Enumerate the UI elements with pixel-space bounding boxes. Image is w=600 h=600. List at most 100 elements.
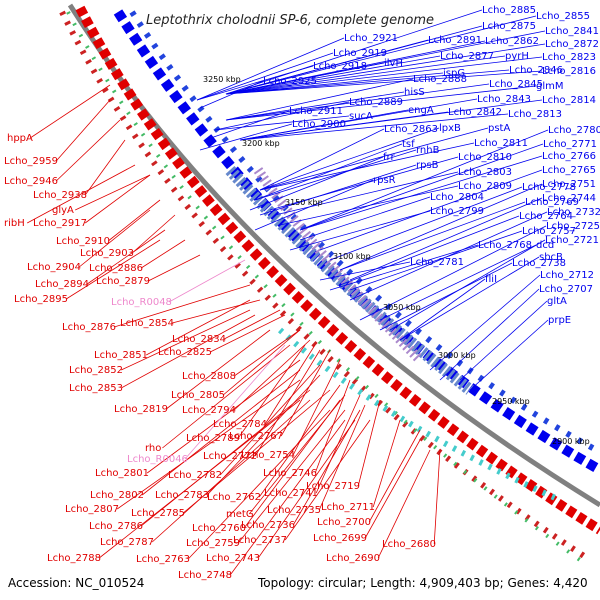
rna-gene-label: Lcho_R0048: [111, 297, 172, 308]
blue-leader-line: [329, 186, 523, 261]
forward-gene-label: Lcho_2862: [485, 36, 539, 47]
reverse-gene-label: Lcho_2801: [95, 468, 149, 479]
red-leader-line: [224, 309, 281, 340]
red-leader-line: [210, 314, 286, 353]
forward-gene-label: rpsR: [373, 175, 396, 186]
forward-gene-label: tsf: [402, 139, 415, 150]
blue-leader-line: [339, 201, 526, 271]
reverse-gene-label: Lcho_2736: [241, 520, 295, 531]
blue-leader-line: [225, 62, 385, 95]
blue-leader-line: [359, 225, 547, 321]
rna-gene-labels: Lcho_R0048 Lcho_R0046: [111, 297, 188, 465]
forward-gene-label: Lcho_2900: [292, 119, 346, 130]
blue-leader-line: [225, 56, 543, 95]
blue-leader-line: [214, 115, 350, 131]
scale-tick-label: 3250 kbp: [203, 75, 241, 84]
scale-ticks: 3250 kbp 3200 kbp 3150 kbp 3100 kbp 3050 kbp…: [203, 75, 590, 446]
blue-leader-line: [225, 9, 483, 95]
reverse-gene-labels: hppA Lcho_2959 Lcho_2946 Lcho_2938 glyA ribH L…: [4, 133, 436, 581]
reverse-gene-label: Lcho_2819: [114, 404, 168, 415]
red-leader-line: [219, 364, 321, 476]
blue-leader-line: [225, 91, 405, 121]
red-leader-line: [121, 314, 256, 389]
accession-text: Accession: NC_010524: [8, 576, 144, 590]
reverse-gene-label: Lcho_2807: [65, 504, 119, 515]
forward-gene-label: engA: [408, 105, 434, 116]
forward-gene-label: pyrH: [505, 51, 529, 62]
blue-leader-line: [259, 128, 385, 191]
blue-leader-line: [339, 215, 520, 286]
reverse-gene-label: Lcho_2794: [182, 405, 236, 416]
forward-gene-label: fliI: [485, 274, 497, 285]
forward-gene-label: pstA: [488, 123, 510, 134]
forward-gene-label: Lcho_2707: [539, 284, 593, 295]
reverse-gene-label: metG: [226, 509, 254, 520]
forward-gene-label: Lcho_2751: [542, 179, 596, 190]
red-leader-line: [98, 399, 301, 559]
forward-gene-label: Lcho_2911: [289, 106, 343, 117]
blue-leader-line: [254, 143, 403, 201]
blue-leader-line: [299, 143, 544, 231]
red-leader-line: [284, 419, 371, 541]
reverse-gene-label: rho: [145, 443, 161, 454]
forward-gene-label: Lcho_2768: [478, 240, 532, 251]
category-bands: [66, 11, 582, 562]
forward-gene-label: Lcho_2765: [542, 165, 596, 176]
forward-gene-label: hisS: [404, 87, 425, 98]
red-leader-line: [237, 344, 306, 439]
reverse-gene-label: Lcho_2788: [47, 553, 101, 564]
reverse-gene-label: Lcho_2917: [33, 218, 87, 229]
rna-leader-line: [184, 344, 286, 460]
blue-leader-line: [274, 171, 459, 216]
red-leader-line: [151, 399, 311, 543]
reverse-gene-label: Lcho_2904: [27, 262, 81, 273]
forward-gene-label: dcd: [536, 240, 554, 251]
red-leader-line: [55, 119, 121, 182]
forward-gene-label: Lcho_2919: [333, 48, 387, 59]
red-leader-line: [75, 174, 151, 211]
reverse-feature-band: [59, 5, 600, 563]
rna-gene-label: Lcho_R0046: [127, 454, 188, 465]
red-leader-line: [55, 99, 111, 162]
reverse-gene-label: Lcho_2854: [120, 318, 174, 329]
blue-leader-line: [204, 110, 290, 141]
reverse-gene-label: Lcho_2808: [182, 371, 236, 382]
reverse-gene-label: Lcho_2789: [186, 433, 240, 444]
reverse-gene-label: Lcho_2879: [96, 276, 150, 287]
blue-leader-line: [196, 37, 345, 101]
scale-tick-label: 3100 kbp: [333, 252, 371, 261]
forward-gene-label: sucA: [349, 111, 373, 122]
reverse-gene-label: Lcho_2852: [69, 365, 123, 376]
reverse-gene-label: Lcho_2748: [178, 570, 232, 581]
red-leader-line: [364, 439, 421, 539]
forward-gene-label: Lcho_2841: [545, 26, 599, 37]
red-leader-line: [258, 384, 341, 498]
forward-gene-label: Lcho_2925: [263, 76, 317, 87]
reverse-gene-label: Lcho_2938: [33, 190, 87, 201]
forward-gene-label: Lcho_2846: [509, 65, 563, 76]
reverse-gene-label: Lcho_2825: [158, 347, 212, 358]
reverse-gene-label: Lcho_2876: [62, 322, 116, 333]
blue-leader-line: [225, 78, 414, 121]
blue-leader-line: [254, 149, 417, 201]
blue-leader-line: [225, 69, 510, 95]
forward-gene-label: Lcho_2891: [428, 35, 482, 46]
forward-gene-label: Lcho_2811: [474, 138, 528, 149]
forward-gene-label: Lcho_2738: [512, 258, 566, 269]
red-leader-line: [140, 239, 186, 269]
blue-leader-line: [429, 274, 541, 371]
rna-leader-line: [168, 259, 246, 303]
forward-gene-label: Lcho_2732: [547, 207, 600, 218]
red-leader-line: [84, 174, 151, 224]
red-leader-line: [114, 284, 251, 328]
forward-feature-band: [113, 9, 600, 475]
red-leader-line: [222, 329, 301, 396]
blue-leader-line: [459, 300, 548, 381]
red-leader-line: [146, 299, 251, 356]
red-leader-line: [243, 399, 341, 529]
reverse-gene-label: Lcho_2711: [321, 502, 375, 513]
genome-summary: Topology: circular; Length: 4,909,403 bp…: [257, 576, 588, 590]
red-leader-line: [141, 369, 301, 496]
forward-gene-label: Lcho_2781: [410, 257, 464, 268]
